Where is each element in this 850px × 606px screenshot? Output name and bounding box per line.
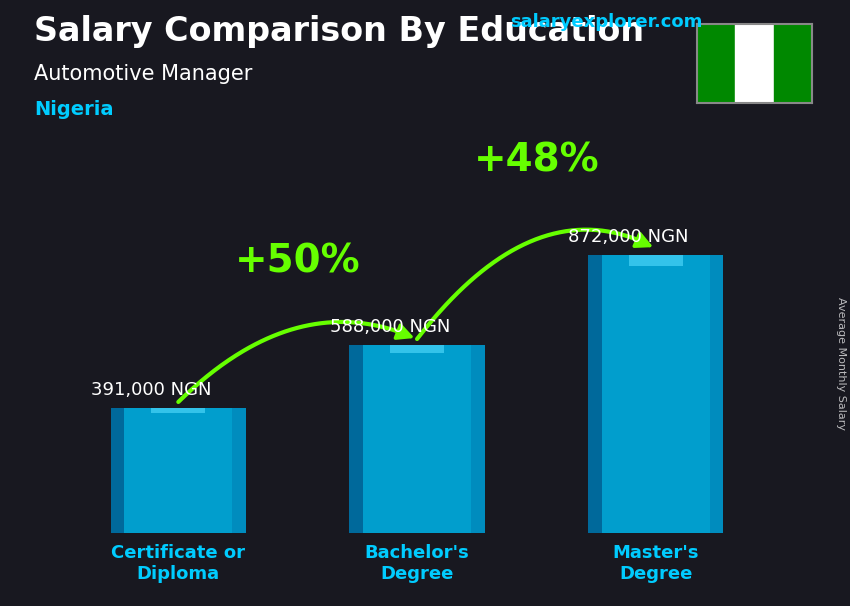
Bar <box>232 408 246 533</box>
Text: salaryexplorer.com: salaryexplorer.com <box>510 13 702 32</box>
Bar <box>390 345 444 353</box>
Bar <box>349 345 363 533</box>
Bar <box>735 24 774 103</box>
Text: +50%: +50% <box>235 242 360 280</box>
Text: Salary Comparison By Education: Salary Comparison By Education <box>34 15 644 48</box>
Bar <box>349 345 484 533</box>
Text: 391,000 NGN: 391,000 NGN <box>91 381 212 399</box>
Bar <box>151 408 206 413</box>
Bar <box>588 255 723 533</box>
Text: Average Monthly Salary: Average Monthly Salary <box>836 297 846 430</box>
Text: +48%: +48% <box>473 142 599 180</box>
Text: Nigeria: Nigeria <box>34 100 114 119</box>
Text: 872,000 NGN: 872,000 NGN <box>569 228 688 245</box>
Bar <box>110 408 246 533</box>
Bar <box>110 408 124 533</box>
Bar <box>774 24 812 103</box>
Bar <box>710 255 723 533</box>
Bar <box>629 255 683 266</box>
Bar <box>697 24 735 103</box>
Text: Automotive Manager: Automotive Manager <box>34 64 252 84</box>
Bar <box>471 345 484 533</box>
Text: 588,000 NGN: 588,000 NGN <box>330 318 450 336</box>
Bar <box>588 255 602 533</box>
